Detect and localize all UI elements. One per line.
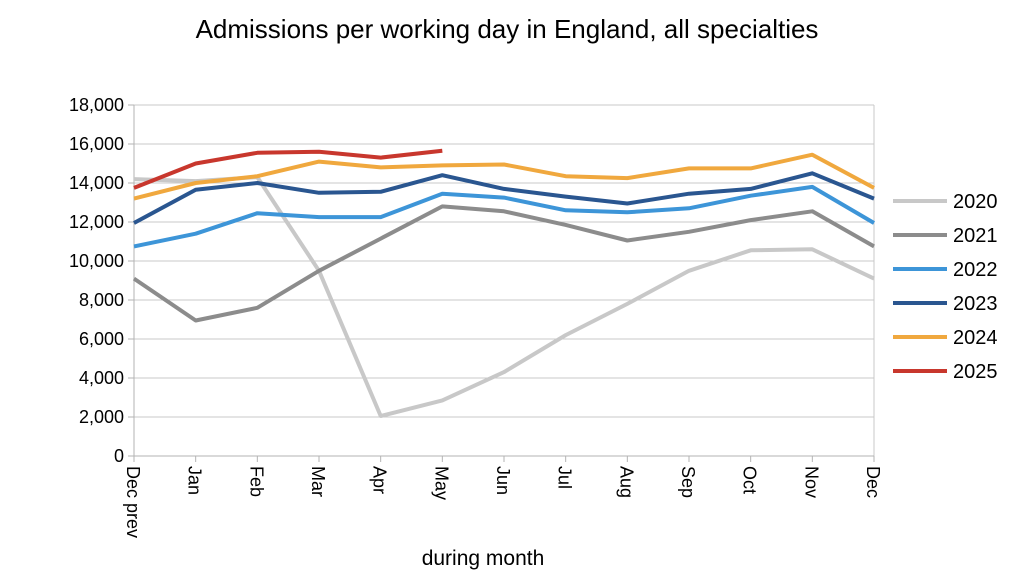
y-tick-label: 0: [114, 446, 124, 466]
y-tick-label: 4,000: [79, 368, 124, 388]
legend-label-2020: 2020: [953, 191, 998, 213]
grid-lines: [134, 104, 874, 457]
x-tick-label: Oct: [740, 466, 760, 494]
legend-label-2022: 2022: [953, 259, 998, 281]
x-tick-label: Jun: [493, 466, 513, 495]
series-line-2024: [133, 152, 875, 201]
series-line-2021: [132, 204, 875, 323]
x-tick-label: Dec: [863, 466, 883, 498]
series-line-2022: [133, 184, 876, 249]
legend-label-2025: 2025: [953, 361, 998, 383]
y-tick-label: 8,000: [79, 290, 124, 310]
y-tick-label: 16,000: [69, 134, 124, 154]
x-tick-label: Dec prev: [123, 466, 143, 538]
legend-label-2023: 2023: [953, 293, 998, 315]
x-tick-label: Nov: [801, 466, 821, 498]
series-line-2023: [133, 171, 875, 225]
y-tick-label: 12,000: [69, 212, 124, 232]
x-tick-label: Aug: [616, 466, 636, 498]
x-tick-label: Sep: [678, 466, 698, 498]
legend-label-2021: 2021: [953, 225, 998, 247]
y-tick-label: 18,000: [69, 95, 124, 115]
x-tick-label: Apr: [370, 466, 390, 494]
legend: 2020 2021 2022 2023 2024 2025: [893, 191, 998, 383]
x-tick-label: Jan: [185, 466, 205, 495]
legend-label-2024: 2024: [953, 327, 998, 349]
y-tick-label: 10,000: [69, 251, 124, 271]
plot-area: [133, 105, 875, 457]
x-tick-label: May: [431, 466, 451, 500]
x-tick-label: Feb: [246, 466, 266, 497]
y-tick-label: 6,000: [79, 329, 124, 349]
x-tick-label: Mar: [308, 466, 328, 497]
y-tick-label: 14,000: [69, 173, 124, 193]
series-line-2025: [133, 148, 443, 190]
series-lines: [132, 148, 876, 418]
y-tick-label: 2,000: [79, 407, 124, 427]
chart-title: Admissions per working day in England, a…: [196, 14, 819, 44]
y-axis-ticks: 0 2,000 4,000 6,000 8,000 10,000 12,000 14,000 1…: [69, 95, 134, 466]
x-tick-label: Jul: [555, 466, 575, 489]
x-axis-label: during month: [422, 547, 545, 570]
x-axis-ticks: Dec prev Jan Feb Mar Apr May Jun Jul Aug Sep Oct No…: [123, 456, 883, 538]
